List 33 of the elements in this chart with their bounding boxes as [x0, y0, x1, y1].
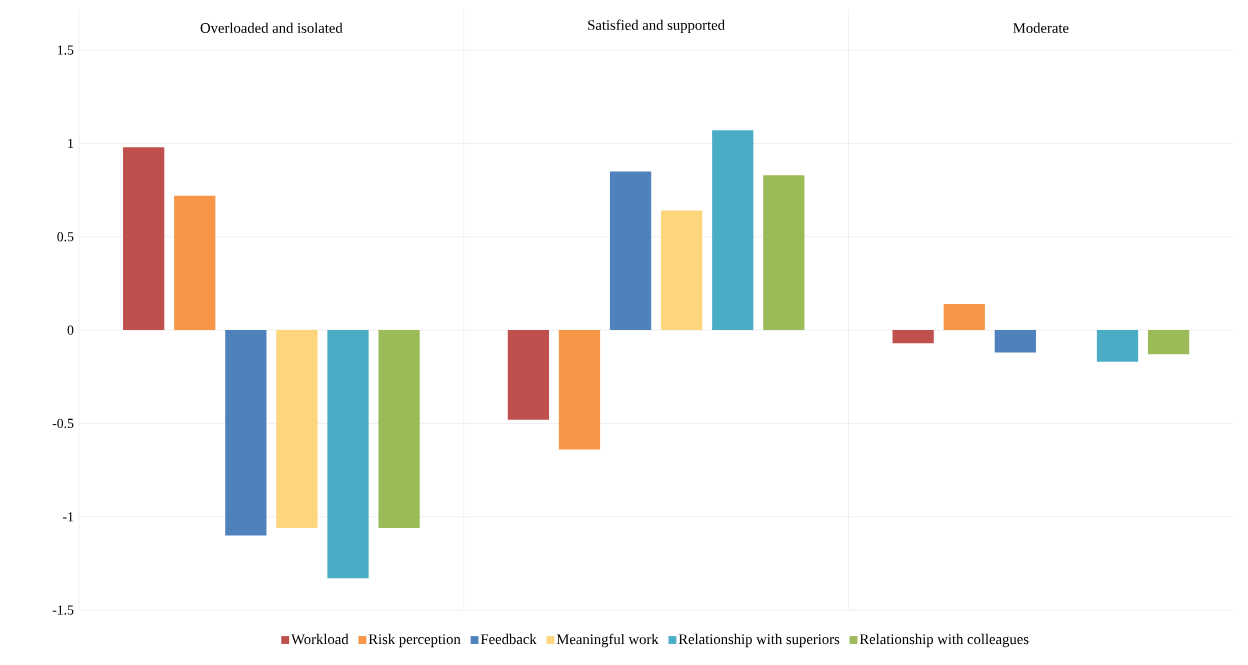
bar — [661, 210, 703, 331]
legend-label: Meaningful work — [556, 633, 659, 648]
bar — [276, 330, 318, 528]
bar — [123, 147, 165, 331]
bar — [1096, 330, 1139, 362]
bar — [507, 330, 550, 420]
x-tick-label: Satisfied and supported — [588, 19, 725, 33]
legend-label: Relationship with superiors — [678, 633, 840, 648]
y-tick-label: -1 — [63, 512, 74, 522]
y-tick-label: 0.5 — [57, 232, 74, 242]
bar — [327, 330, 369, 579]
legend-label: Risk perception — [368, 633, 461, 648]
x-tick-label: Overloaded and isolated — [200, 22, 343, 33]
bar — [763, 175, 805, 331]
y-tick-label: -0.5 — [52, 418, 74, 429]
bar — [558, 330, 601, 450]
bar — [609, 171, 652, 331]
bar — [225, 330, 267, 536]
y-tick-label: 1 — [68, 138, 74, 148]
bar — [994, 330, 1036, 353]
bar — [174, 195, 216, 331]
bar — [1147, 330, 1190, 355]
legend-label: Workload — [291, 633, 349, 645]
y-tick-label: -1.5 — [52, 605, 74, 615]
bar — [378, 330, 420, 528]
y-tick-label: 1.5 — [57, 45, 74, 55]
bar — [712, 130, 754, 331]
y-tick-label: 0 — [67, 325, 74, 335]
x-tick-label: Moderate — [1013, 22, 1069, 33]
bar — [892, 330, 934, 344]
legend-label: Relationship with colleagues — [859, 633, 1029, 648]
legend-label: Feedback — [480, 633, 537, 645]
bar — [943, 303, 985, 331]
